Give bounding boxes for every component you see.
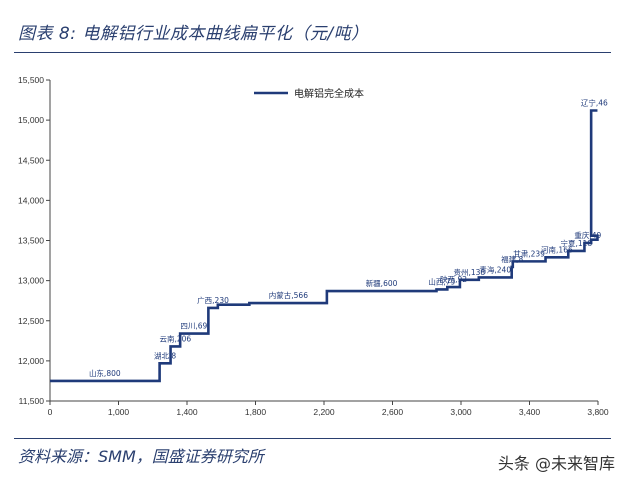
province-label: 甘肃,239 [513, 248, 545, 258]
x-tick-label: 1,000 [108, 407, 130, 417]
x-tick-label: 1,800 [245, 407, 267, 417]
y-tick-label: 13,000 [18, 276, 44, 286]
point-labels-group: 山东,800 湖北,8 云南,206 四川,69 广西,230 内蒙古,566 新疆,600… [89, 97, 608, 377]
x-tick-label: 1,400 [176, 407, 198, 417]
source-note: 资料来源：SMM，国盛证券研究所 [18, 447, 264, 466]
legend-label: 电解铝完全成本 [294, 87, 364, 100]
province-label: 青海,240 [479, 264, 511, 274]
province-label: 河南,166 [541, 244, 573, 254]
y-tick-label: 15,000 [18, 115, 44, 125]
x-tick-label: 2,200 [313, 407, 335, 417]
bottom-rule [14, 438, 611, 439]
y-tick-label: 13,500 [18, 236, 44, 246]
y-tick-label: 14,000 [18, 195, 44, 205]
cost-step-line [50, 109, 599, 383]
figure-title: 图表 8: 电解铝行业成本曲线扁平化（元/吨） [18, 24, 369, 44]
province-label: 云南,206 [160, 333, 192, 343]
province-label: 山东,800 [89, 368, 121, 378]
province-label: 陕西,92 [440, 274, 467, 284]
x-tick-label: 2,600 [382, 407, 404, 417]
y-tick-label: 15,500 [18, 75, 44, 85]
province-label: 贵州,138 [454, 267, 486, 277]
province-label: 广西,230 [197, 295, 229, 305]
province-label: 四川,69 [180, 322, 207, 331]
province-label: 新疆,600 [366, 278, 398, 288]
x-tick-label: 0 [48, 407, 53, 417]
province-label: 湖北,8 [154, 351, 176, 360]
y-tick-label: 12,000 [18, 356, 44, 366]
x-tick-label: 3,400 [519, 407, 541, 417]
y-tick-label: 11,500 [19, 396, 45, 406]
province-label: 重庆,49 [574, 230, 601, 240]
axes-group: 11,500 12,000 12,500 13,000 13,500 14,000 14,5… [18, 75, 609, 417]
province-label: 宁夏,118 [561, 238, 593, 248]
province-label: 内蒙古,566 [269, 290, 308, 300]
y-tick-label: 14,500 [18, 155, 44, 165]
x-tick-label: 3,000 [450, 407, 472, 417]
series-group [50, 109, 599, 383]
province-label: 辽宁,46 [581, 97, 608, 107]
y-tick-label: 12,500 [18, 316, 44, 326]
top-rule [14, 52, 611, 53]
x-tick-label: 3,800 [587, 407, 609, 417]
legend: 电解铝完全成本 [254, 87, 364, 100]
province-label: 福建,8 [501, 254, 523, 264]
watermark: 头条 @未来智库 [497, 454, 615, 473]
province-label: 山西,79 [428, 276, 455, 286]
